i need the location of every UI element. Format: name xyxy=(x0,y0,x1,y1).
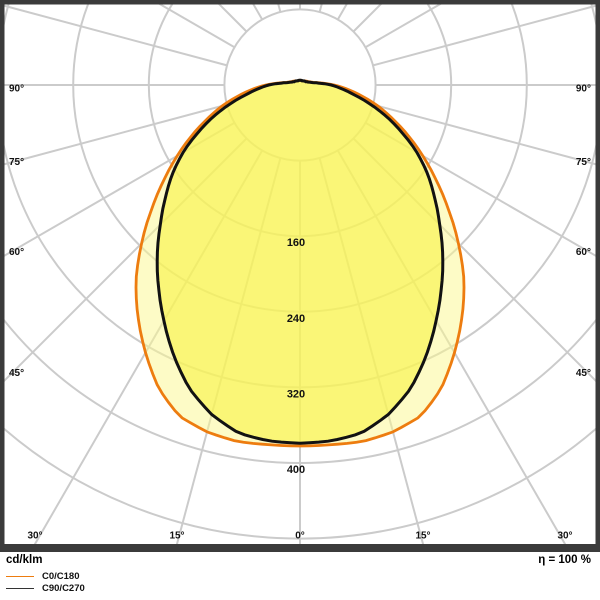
angle-label-left: 45° xyxy=(9,368,24,379)
angle-label-bottom: 15° xyxy=(169,531,184,542)
angle-label-right: 90° xyxy=(576,84,591,95)
c90-c270-fill xyxy=(157,80,443,444)
chart-frame xyxy=(0,0,5,552)
grid-spoke xyxy=(352,4,382,33)
chart-footer: cd/klm η = 100 % C0/C180 C90/C270 xyxy=(0,552,600,600)
legend-item-c90-c270: C90/C270 xyxy=(6,583,85,594)
grid-spoke xyxy=(158,4,236,49)
grid-spoke xyxy=(4,103,228,166)
ring-label: 320 xyxy=(287,388,305,400)
grid-spoke xyxy=(364,121,596,257)
ring-label: 240 xyxy=(287,313,305,325)
chart-frame xyxy=(0,0,600,5)
angle-label-right: 45° xyxy=(576,368,591,379)
angle-label-bottom: 30° xyxy=(557,531,572,542)
angle-label-right: 75° xyxy=(576,157,591,168)
angle-label-bottom: 15° xyxy=(415,531,430,542)
angle-label-left: 60° xyxy=(9,247,24,258)
unit-label: cd/klm xyxy=(6,554,43,566)
legend-item-c0-c180: C0/C180 xyxy=(6,571,80,582)
grid-spoke xyxy=(218,4,248,33)
grid-spoke xyxy=(364,4,442,49)
c0-c180-label: C0/C180 xyxy=(42,571,80,582)
angle-label-bottom: 30° xyxy=(27,531,42,542)
angle-label-bottom: 0° xyxy=(295,531,305,542)
c90-c270-line-swatch xyxy=(6,588,34,589)
grid-spoke xyxy=(372,4,596,67)
grid-spoke xyxy=(4,4,228,67)
efficiency-label: η = 100 % xyxy=(538,554,591,566)
angle-label-left: 75° xyxy=(9,157,24,168)
ring-label: 160 xyxy=(287,237,305,249)
angle-label-right: 60° xyxy=(576,247,591,258)
grid-spoke xyxy=(372,103,596,166)
angle-label-left: 90° xyxy=(9,84,24,95)
c90-c270-label: C90/C270 xyxy=(42,583,85,594)
chart-frame xyxy=(0,544,600,552)
ring-label: 400 xyxy=(287,464,305,476)
grid-spoke xyxy=(4,121,236,257)
c90-c270-curve xyxy=(155,78,445,445)
plot-area: 160 240 320 400 xyxy=(4,4,596,544)
chart-frame xyxy=(595,0,600,552)
c0-c180-line-swatch xyxy=(6,576,34,577)
